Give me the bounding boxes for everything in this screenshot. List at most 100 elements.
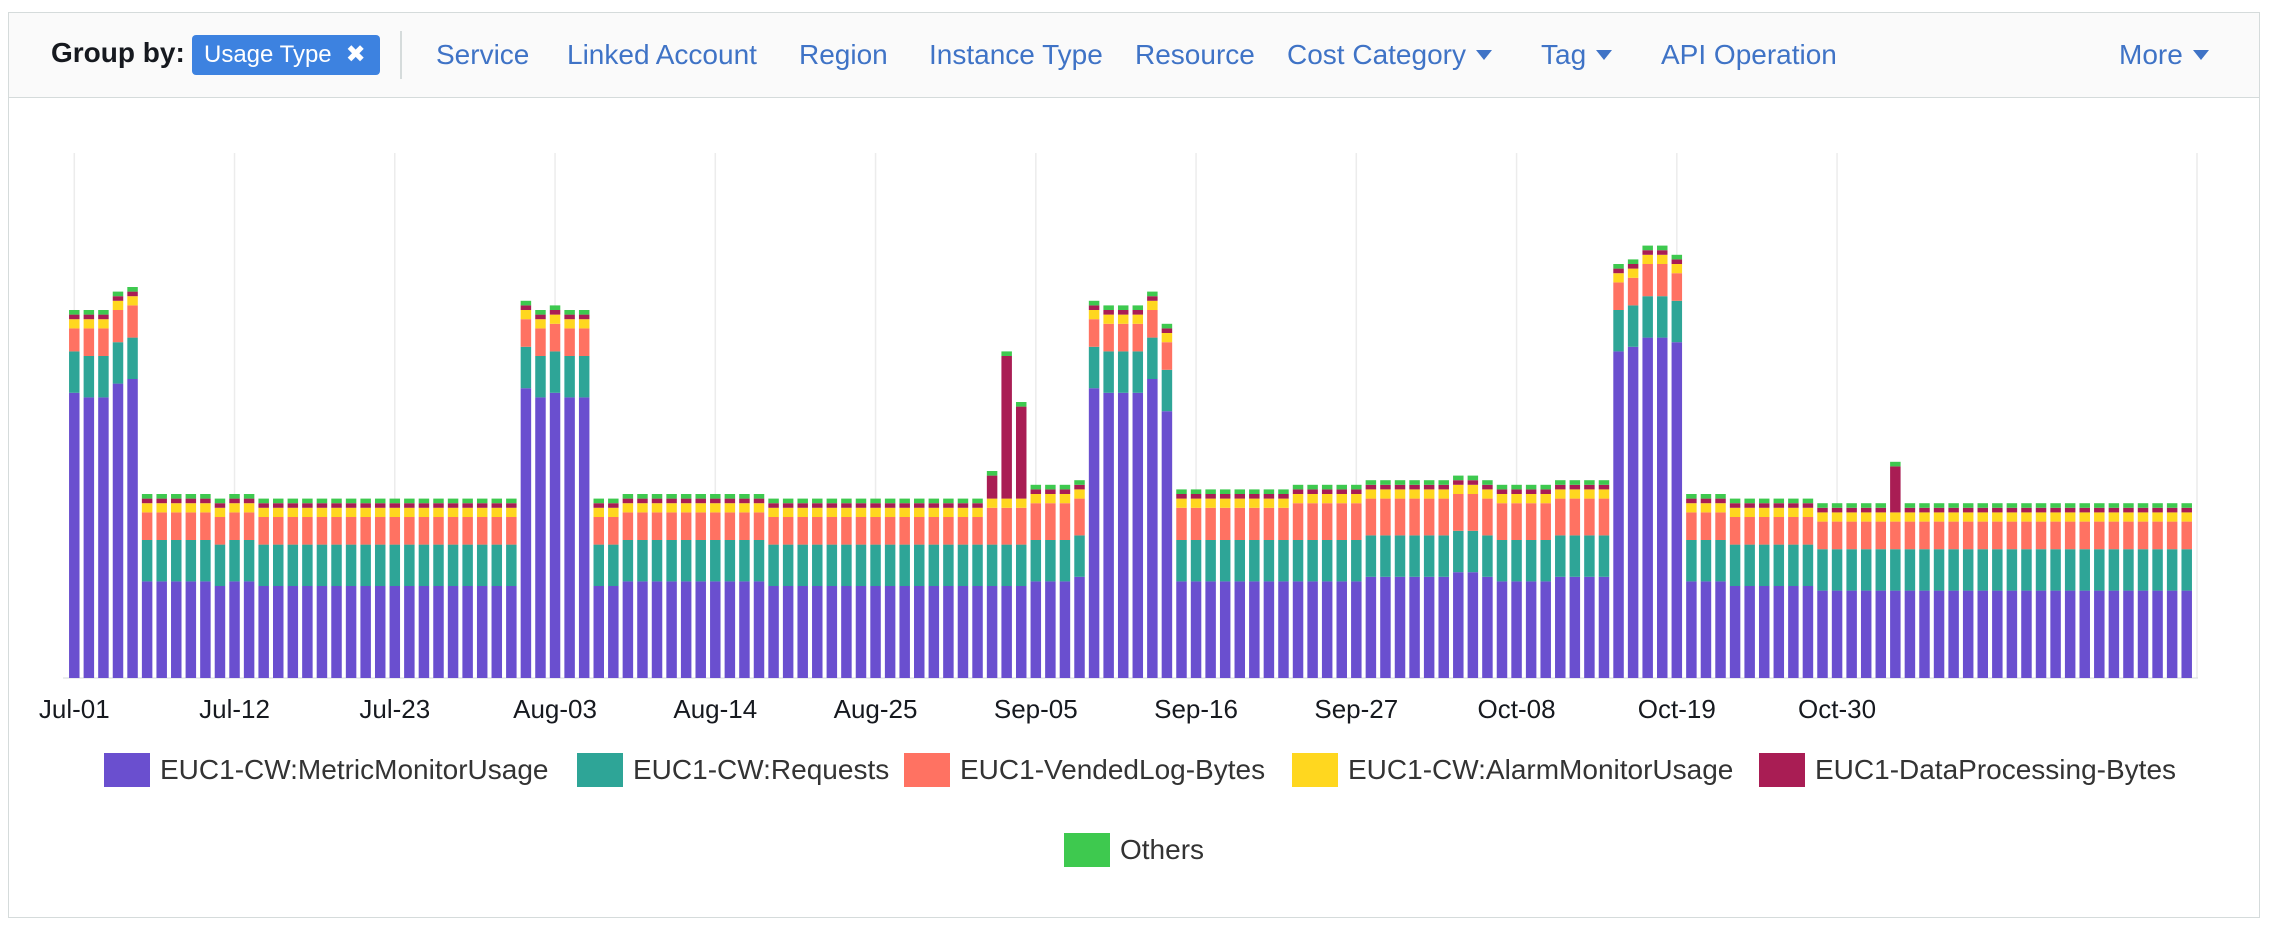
bar-segment[interactable] xyxy=(1992,549,2003,591)
bar-segment[interactable] xyxy=(1555,489,1566,499)
bar-segment[interactable] xyxy=(1598,498,1610,536)
bar-segment[interactable] xyxy=(1729,586,1741,678)
bar-segment[interactable] xyxy=(2181,512,2192,522)
bar-segment[interactable] xyxy=(2035,549,2047,591)
bar-segment[interactable] xyxy=(404,517,415,545)
bar-segment[interactable] xyxy=(1744,503,1755,508)
bar-segment[interactable] xyxy=(1758,586,1770,678)
bar-segment[interactable] xyxy=(1525,494,1537,504)
bar-segment[interactable] xyxy=(171,494,182,499)
bar-segment[interactable] xyxy=(520,305,532,310)
bar-segment[interactable] xyxy=(739,512,750,540)
bar-segment[interactable] xyxy=(637,498,648,504)
bar-segment[interactable] xyxy=(83,310,95,315)
bar-segment[interactable] xyxy=(1627,264,1639,269)
bar-segment[interactable] xyxy=(1642,296,1653,338)
bar-segment[interactable] xyxy=(69,328,80,352)
bar-segment[interactable] xyxy=(666,540,677,582)
bar-segment[interactable] xyxy=(1045,489,1056,494)
bar-segment[interactable] xyxy=(1292,540,1304,582)
bar-segment[interactable] xyxy=(1423,489,1435,499)
bar-segment[interactable] xyxy=(1875,507,1887,513)
bar-segment[interactable] xyxy=(243,498,255,504)
bar-segment[interactable] xyxy=(389,503,401,508)
legend-item[interactable]: EUC1-CW:Requests xyxy=(577,753,889,787)
bar-segment[interactable] xyxy=(229,581,240,678)
bar-segment[interactable] xyxy=(870,586,881,678)
bar-segment[interactable] xyxy=(1817,512,1828,522)
bar-segment[interactable] xyxy=(1860,521,1872,550)
bar-segment[interactable] xyxy=(1715,494,1726,499)
bar-segment[interactable] xyxy=(2181,507,2192,513)
bar-segment[interactable] xyxy=(1657,254,1668,264)
bar-segment[interactable] xyxy=(2006,503,2018,508)
bar-segment[interactable] xyxy=(680,512,692,540)
bar-segment[interactable] xyxy=(593,498,604,504)
bar-segment[interactable] xyxy=(2137,549,2149,591)
bar-segment[interactable] xyxy=(1700,512,1712,540)
bar-segment[interactable] xyxy=(1671,273,1683,301)
bar-segment[interactable] xyxy=(1744,544,1755,586)
bar-segment[interactable] xyxy=(141,494,153,499)
bar-segment[interactable] xyxy=(928,507,940,517)
bar-segment[interactable] xyxy=(1525,489,1537,494)
bar-segment[interactable] xyxy=(1584,498,1595,536)
bar-segment[interactable] xyxy=(884,586,896,678)
bar-segment[interactable] xyxy=(1030,484,1042,490)
bar-segment[interactable] xyxy=(1059,581,1071,678)
bar-segment[interactable] xyxy=(156,494,167,499)
bar-segment[interactable] xyxy=(1176,507,1187,540)
bar-segment[interactable] xyxy=(739,540,750,582)
bar-segment[interactable] xyxy=(1074,489,1085,499)
bar-segment[interactable] xyxy=(1904,512,1916,522)
bar-segment[interactable] xyxy=(98,319,109,329)
bar-segment[interactable] xyxy=(1977,549,1988,591)
bar-segment[interactable] xyxy=(243,494,255,499)
bar-segment[interactable] xyxy=(1613,268,1624,274)
bar-segment[interactable] xyxy=(1103,323,1114,352)
bar-segment[interactable] xyxy=(1438,498,1449,536)
bar-segment[interactable] xyxy=(1307,540,1318,582)
bar-segment[interactable] xyxy=(1292,503,1304,540)
bar-segment[interactable] xyxy=(1103,392,1114,678)
bar-segment[interactable] xyxy=(870,498,881,504)
bar-segment[interactable] xyxy=(1642,245,1653,251)
bar-segment[interactable] xyxy=(1394,535,1406,577)
bar-segment[interactable] xyxy=(273,507,284,517)
bar-segment[interactable] xyxy=(1758,507,1770,517)
bar-segment[interactable] xyxy=(914,503,925,508)
bar-segment[interactable] xyxy=(870,544,881,586)
bar-segment[interactable] xyxy=(491,498,503,504)
bar-segment[interactable] xyxy=(841,517,852,545)
bar-segment[interactable] xyxy=(433,503,444,508)
bar-segment[interactable] xyxy=(1496,494,1508,504)
bar-segment[interactable] xyxy=(1015,544,1027,586)
bar-segment[interactable] xyxy=(651,581,663,678)
bar-segment[interactable] xyxy=(1409,498,1420,536)
bar-segment[interactable] xyxy=(1365,576,1377,678)
bar-segment[interactable] xyxy=(98,356,109,398)
bar-segment[interactable] xyxy=(608,586,619,678)
bar-segment[interactable] xyxy=(1030,581,1042,678)
bar-segment[interactable] xyxy=(1540,494,1551,504)
group-by-service[interactable]: Service xyxy=(436,39,529,71)
bar-segment[interactable] xyxy=(1613,282,1624,310)
bar-segment[interactable] xyxy=(243,540,255,582)
bar-segment[interactable] xyxy=(2006,549,2018,591)
bar-segment[interactable] xyxy=(884,517,896,545)
bar-segment[interactable] xyxy=(826,544,838,586)
bar-segment[interactable] xyxy=(564,314,575,320)
bar-segment[interactable] xyxy=(2050,512,2061,522)
bar-segment[interactable] xyxy=(1161,411,1173,678)
bar-segment[interactable] xyxy=(1642,254,1653,264)
bar-segment[interactable] xyxy=(1117,323,1129,352)
bar-segment[interactable] xyxy=(1540,540,1551,582)
bar-segment[interactable] xyxy=(1059,489,1071,494)
bar-segment[interactable] xyxy=(549,323,561,352)
bar-segment[interactable] xyxy=(287,503,299,508)
bar-segment[interactable] xyxy=(127,305,138,338)
bar-segment[interactable] xyxy=(302,544,313,586)
bar-segment[interactable] xyxy=(1365,484,1377,490)
bar-segment[interactable] xyxy=(1409,484,1420,490)
bar-segment[interactable] xyxy=(302,517,313,545)
